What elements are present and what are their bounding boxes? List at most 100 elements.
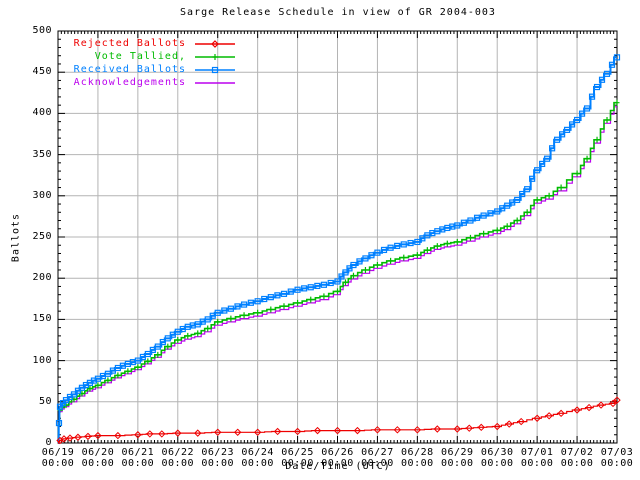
diamond-marker [253, 428, 262, 436]
square-marker [240, 301, 248, 308]
plus-marker [574, 170, 580, 177]
chart-title: Sarge Release Schedule in view of GR 200… [180, 7, 496, 18]
x-tick-time: 00:00 [81, 458, 115, 469]
square-marker [439, 226, 446, 233]
legend-line-sample [195, 66, 235, 73]
diamond-marker [557, 409, 565, 418]
square-marker [539, 160, 546, 168]
legend-line-sample [195, 39, 235, 48]
square-marker [598, 76, 606, 83]
square-marker [314, 282, 321, 290]
y-tick-label: 300 [32, 189, 52, 201]
square-marker [356, 258, 363, 265]
square-marker [414, 238, 421, 246]
square-marker [419, 235, 426, 242]
plus-marker [185, 332, 191, 339]
square-marker [327, 279, 334, 287]
x-tick-date: 06/26 [321, 447, 354, 458]
plus-marker [295, 299, 301, 306]
y-tick-label: 500 [32, 25, 52, 36]
diamond-marker [114, 431, 122, 440]
diamond-marker [146, 430, 154, 438]
plus-marker [255, 309, 261, 316]
square-marker [164, 335, 171, 342]
plot-border [57, 30, 618, 444]
diamond-marker [477, 423, 485, 432]
plus-marker [558, 184, 564, 191]
diamond-marker [194, 429, 202, 437]
square-marker [159, 338, 166, 346]
square-marker [362, 255, 369, 262]
plus-marker [614, 99, 620, 106]
square-marker [55, 419, 63, 427]
x-tick-date: 06/25 [281, 447, 314, 458]
square-marker [350, 261, 357, 269]
plus-marker [434, 243, 440, 250]
x-tick-time: 00:00 [41, 458, 75, 469]
x-tick-date: 06/28 [401, 447, 434, 458]
x-tick-time: 00:00 [520, 458, 554, 469]
legend-entry: Received Ballots [64, 63, 237, 76]
square-marker [554, 136, 561, 143]
square-marker [59, 400, 67, 407]
x-tick-date: 06/23 [201, 447, 234, 458]
chart-legend: Rejected Ballots Vote Tallied, Received Ba… [64, 37, 237, 89]
square-marker [494, 208, 501, 215]
plus-marker [504, 223, 510, 230]
plus-marker [321, 293, 327, 300]
diamond-marker [313, 426, 322, 435]
plus-marker [308, 296, 314, 303]
diamond-marker [84, 432, 92, 441]
diamond-marker [533, 414, 541, 422]
y-tick-label: 250 [32, 231, 52, 242]
plus-marker [205, 325, 211, 332]
diamond-marker [233, 428, 242, 436]
y-tick-label: 400 [32, 107, 52, 119]
plus-marker [335, 288, 340, 295]
x-tick-time: 00:00 [321, 458, 354, 469]
x-axis-label: Date/Time (UTC) [285, 461, 391, 472]
diamond-marker [158, 430, 166, 438]
square-marker [394, 242, 401, 249]
square-marker [179, 325, 186, 333]
square-marker [280, 290, 288, 297]
square-marker [608, 61, 616, 68]
diamond-marker [597, 401, 605, 409]
plus-marker [155, 351, 161, 358]
diamond-marker [214, 428, 222, 436]
y-tick-label: 450 [32, 66, 52, 78]
square-marker [487, 210, 494, 217]
square-marker [227, 305, 234, 312]
diamond-marker [293, 427, 302, 436]
square-marker [274, 292, 281, 299]
square-marker [529, 175, 536, 182]
square-marker [221, 307, 228, 314]
square-marker [544, 155, 551, 162]
legend-label: Rejected Ballots [73, 38, 186, 49]
square-marker [301, 285, 308, 292]
diamond-marker [333, 426, 342, 435]
square-marker [573, 116, 581, 124]
diamond-marker [465, 424, 473, 432]
square-marker [66, 393, 74, 401]
legend-entry: Vote Tallied, [64, 50, 237, 63]
diamond-marker [373, 426, 382, 434]
diamond-marker [60, 435, 68, 443]
square-marker [368, 252, 375, 259]
square-marker [90, 377, 98, 384]
square-marker [613, 54, 621, 61]
square-marker [380, 246, 388, 254]
square-marker [209, 312, 216, 319]
diamond-marker [134, 431, 142, 439]
square-marker [199, 318, 206, 325]
square-marker [473, 214, 481, 221]
diamond-marker [211, 39, 219, 48]
plus-marker [228, 315, 234, 322]
plus-marker [105, 377, 111, 384]
diamond-marker [433, 425, 442, 433]
plus-marker [494, 227, 500, 234]
plus-marker [95, 382, 101, 389]
square-marker [549, 145, 556, 152]
square-marker [460, 219, 467, 226]
